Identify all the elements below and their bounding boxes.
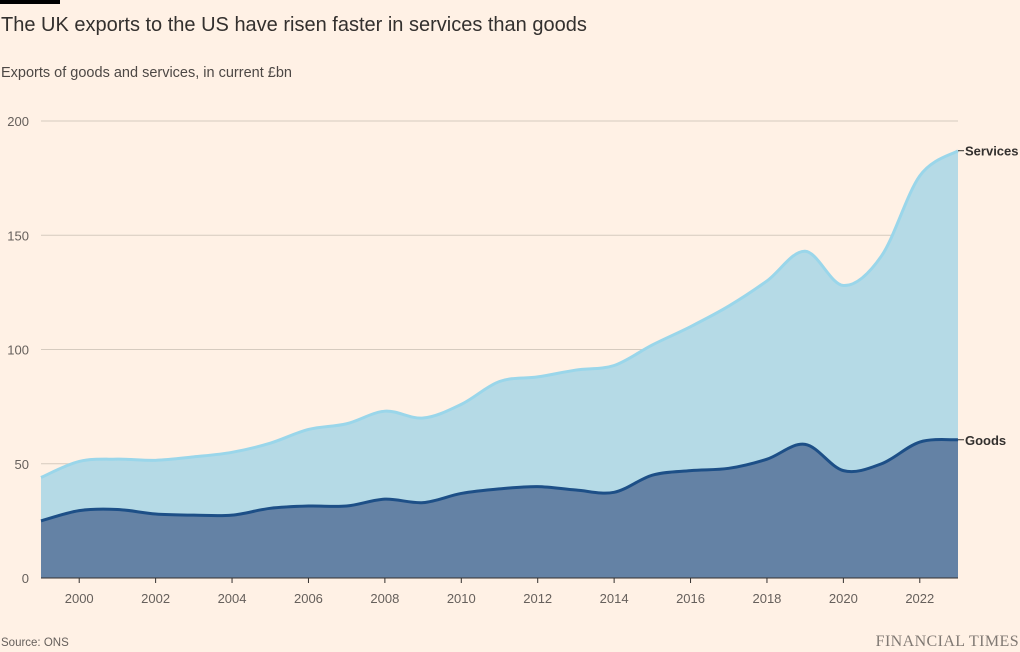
ft-top-bar (0, 0, 60, 4)
x-tick-label: 2020 (829, 591, 858, 606)
chart-title: The UK exports to the US have risen fast… (1, 14, 587, 36)
goods-area (41, 439, 958, 578)
x-tick-label: 2010 (447, 591, 476, 606)
series-label-services: Services (965, 144, 1019, 159)
series-label-layer: Services Goods (958, 144, 1019, 448)
ft-brand-logo: FINANCIAL TIMES (875, 633, 1019, 650)
x-tick-label: 2000 (65, 591, 94, 606)
goods-line (40, 438, 959, 523)
chart-subtitle: Exports of goods and services, in curren… (1, 65, 292, 81)
x-tick-label: 2008 (370, 591, 399, 606)
services-line (40, 149, 959, 479)
x-tick-label: 2012 (523, 591, 552, 606)
x-tick-label: 2016 (676, 591, 705, 606)
area-layer (40, 149, 959, 578)
axis-layer: 0 50 100 150 200 2000 2002 2004 2006 2008 2010 2012… (7, 114, 958, 606)
y-tick-label: 100 (7, 343, 29, 358)
x-tick-label: 2022 (905, 591, 934, 606)
source-note: Source: ONS (1, 637, 69, 649)
x-tick-label: 2004 (218, 591, 247, 606)
y-tick-label: 150 (7, 228, 29, 243)
x-tick-label: 2002 (141, 591, 170, 606)
x-tick-label: 2006 (294, 591, 323, 606)
y-tick-label: 0 (22, 571, 29, 586)
x-tick-label: 2018 (752, 591, 781, 606)
series-label-goods: Goods (965, 433, 1006, 448)
y-tick-label: 200 (7, 114, 29, 129)
x-tick-label: 2014 (600, 591, 629, 606)
y-tick-label: 50 (15, 457, 29, 472)
